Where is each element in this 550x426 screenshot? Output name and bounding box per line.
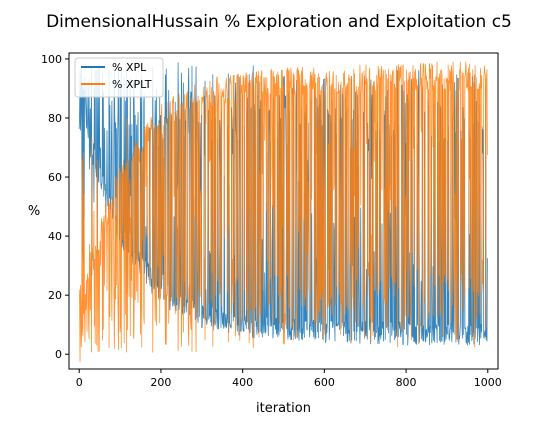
plot-frame (68, 52, 499, 370)
y-tick-label: 80 (48, 112, 62, 125)
legend: % XPL % XPLT (74, 57, 164, 98)
axes: 0 200 400 600 800 1000 0 20 40 60 80 100 (41, 52, 502, 389)
series-line-xplt (78, 61, 488, 363)
y-axis-label: % (28, 204, 40, 219)
x-tick-label: 1000 (474, 376, 502, 389)
legend-label-xpl: % XPL (112, 61, 147, 74)
y-tick-label: 20 (48, 289, 62, 302)
x-axis-label: iteration (256, 401, 311, 416)
plot-area (69, 53, 498, 369)
x-tick-label: 200 (150, 376, 171, 389)
y-tick-label: 100 (41, 53, 62, 66)
x-tick-label: 800 (396, 376, 417, 389)
chart-title: DimensionalHussain % Exploration and Exp… (46, 12, 512, 32)
x-axis-ticks: 0 200 400 600 800 1000 (76, 369, 502, 389)
y-tick-label: 40 (48, 230, 62, 243)
y-tick-label: 0 (55, 348, 62, 361)
series-layer (78, 61, 488, 363)
y-axis-ticks: 0 20 40 60 80 100 (41, 53, 69, 361)
legend-label-xplt: % XPLT (112, 78, 152, 91)
x-tick-label: 0 (76, 376, 83, 389)
y-tick-label: 60 (48, 171, 62, 184)
x-tick-label: 400 (232, 376, 253, 389)
x-tick-label: 600 (314, 376, 335, 389)
